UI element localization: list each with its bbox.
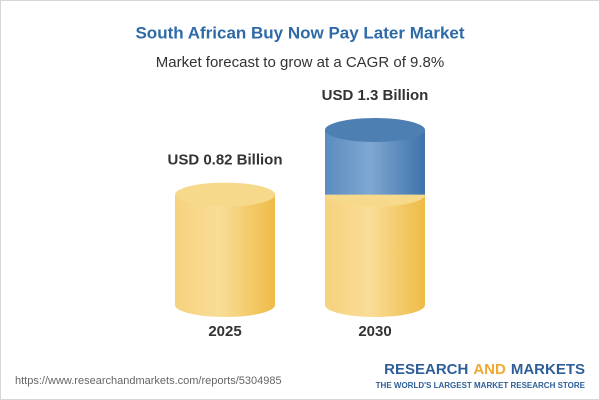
cylinder-top	[175, 182, 275, 207]
cylinder-top	[325, 118, 425, 142]
brand-part: AND	[473, 361, 506, 378]
source-url: https://www.researchandmarkets.com/repor…	[15, 375, 282, 387]
brand-part: MARKETS	[511, 361, 585, 378]
x-tick-label: 2030	[358, 323, 391, 340]
cylinder-body	[175, 194, 275, 305]
x-tick-label: 2025	[208, 323, 241, 340]
cylinder-body	[325, 194, 425, 305]
brand: RESEARCH AND MARKETS	[384, 361, 585, 378]
chart-title: South African Buy Now Pay Later Market	[135, 23, 464, 42]
value-label: USD 1.3 Billion	[322, 87, 429, 104]
value-label: USD 0.82 Billion	[167, 152, 282, 169]
chart-subtitle: Market forecast to grow at a CAGR of 9.8…	[156, 54, 444, 71]
tagline: THE WORLD'S LARGEST MARKET RESEARCH STOR…	[376, 381, 586, 390]
brand-part: RESEARCH	[384, 361, 468, 378]
